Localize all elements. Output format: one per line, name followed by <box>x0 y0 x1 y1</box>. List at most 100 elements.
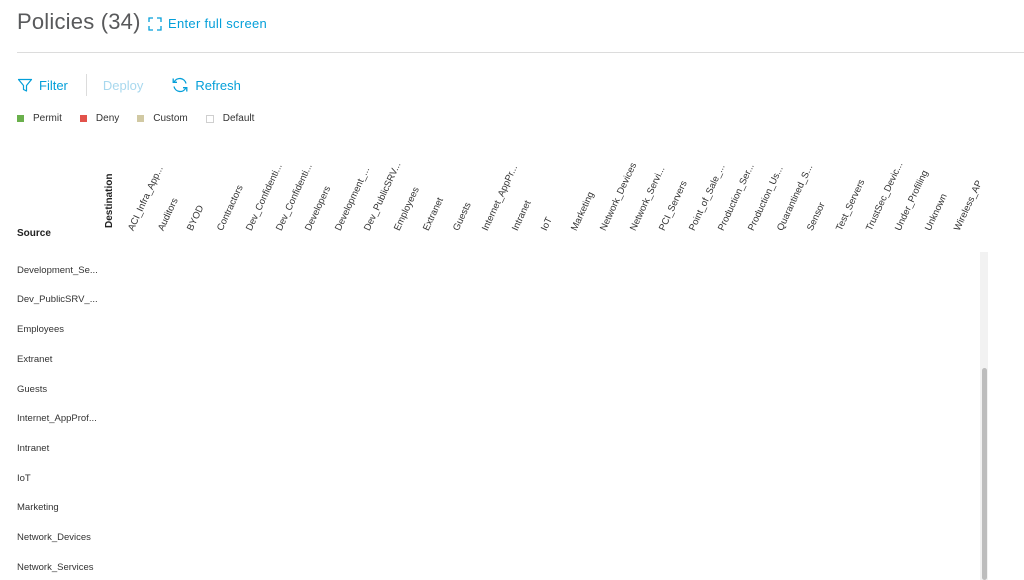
policy-cell[interactable] <box>823 465 849 490</box>
policy-cell[interactable] <box>882 227 908 252</box>
policy-cell[interactable] <box>469 257 495 282</box>
policy-cell[interactable] <box>381 554 407 579</box>
policy-cell[interactable] <box>322 405 348 430</box>
policy-cell[interactable] <box>853 346 879 371</box>
policy-cell[interactable] <box>469 435 495 460</box>
policy-cell[interactable] <box>617 346 643 371</box>
policy-cell[interactable] <box>646 405 672 430</box>
policy-cell[interactable] <box>794 435 820 460</box>
policy-cell[interactable] <box>558 465 584 490</box>
policy-cell[interactable] <box>528 494 554 519</box>
policy-cell[interactable] <box>263 554 289 579</box>
policy-cell[interactable] <box>912 346 938 371</box>
policy-cell[interactable] <box>381 257 407 282</box>
policy-cell[interactable] <box>292 316 318 341</box>
policy-cell[interactable] <box>410 524 436 549</box>
policy-cell[interactable] <box>233 286 259 311</box>
policy-cell[interactable] <box>528 316 554 341</box>
policy-cell[interactable] <box>705 524 731 549</box>
policy-cell[interactable] <box>292 376 318 401</box>
policy-cell[interactable] <box>823 316 849 341</box>
policy-cell[interactable] <box>853 494 879 519</box>
policy-cell[interactable] <box>263 316 289 341</box>
policy-cell[interactable] <box>174 465 200 490</box>
policy-cell[interactable] <box>853 554 879 579</box>
policy-cell[interactable] <box>440 316 466 341</box>
policy-cell[interactable] <box>705 346 731 371</box>
policy-cell[interactable] <box>646 227 672 252</box>
policy-cell[interactable] <box>145 494 171 519</box>
policy-cell[interactable] <box>941 316 967 341</box>
policy-cell[interactable] <box>528 465 554 490</box>
policy-cell[interactable] <box>322 465 348 490</box>
policy-cell[interactable] <box>853 405 879 430</box>
policy-cell[interactable] <box>469 465 495 490</box>
policy-cell[interactable] <box>204 346 230 371</box>
policy-cell[interactable] <box>410 465 436 490</box>
policy-cell[interactable] <box>882 257 908 282</box>
policy-cell[interactable] <box>528 286 554 311</box>
policy-cell[interactable] <box>705 257 731 282</box>
policy-cell[interactable] <box>499 376 525 401</box>
policy-cell[interactable] <box>617 257 643 282</box>
policy-cell[interactable] <box>528 405 554 430</box>
policy-cell[interactable] <box>410 494 436 519</box>
policy-cell[interactable] <box>351 376 377 401</box>
policy-cell[interactable] <box>794 286 820 311</box>
policy-cell[interactable] <box>174 316 200 341</box>
policy-cell[interactable] <box>410 257 436 282</box>
policy-cell[interactable] <box>263 494 289 519</box>
policy-cell[interactable] <box>823 227 849 252</box>
policy-cell[interactable] <box>292 435 318 460</box>
policy-cell[interactable] <box>145 286 171 311</box>
policy-cell[interactable] <box>764 405 790 430</box>
policy-cell[interactable] <box>292 227 318 252</box>
policy-cell[interactable] <box>115 316 141 341</box>
policy-cell[interactable] <box>292 257 318 282</box>
policy-cell[interactable] <box>853 316 879 341</box>
policy-cell[interactable] <box>794 524 820 549</box>
policy-cell[interactable] <box>440 524 466 549</box>
policy-cell[interactable] <box>587 316 613 341</box>
policy-cell[interactable] <box>115 227 141 252</box>
policy-cell[interactable] <box>705 227 731 252</box>
policy-cell[interactable] <box>381 346 407 371</box>
policy-cell[interactable] <box>823 435 849 460</box>
policy-cell[interactable] <box>469 346 495 371</box>
policy-cell[interactable] <box>912 376 938 401</box>
policy-cell[interactable] <box>941 524 967 549</box>
policy-cell[interactable] <box>145 346 171 371</box>
policy-cell[interactable] <box>233 316 259 341</box>
policy-cell[interactable] <box>558 257 584 282</box>
policy-cell[interactable] <box>646 286 672 311</box>
policy-cell[interactable] <box>204 257 230 282</box>
policy-cell[interactable] <box>263 286 289 311</box>
policy-cell[interactable] <box>499 286 525 311</box>
policy-cell[interactable] <box>263 465 289 490</box>
policy-cell[interactable] <box>410 346 436 371</box>
policy-cell[interactable] <box>617 316 643 341</box>
policy-cell[interactable] <box>292 465 318 490</box>
policy-cell[interactable] <box>617 494 643 519</box>
policy-cell[interactable] <box>853 435 879 460</box>
policy-cell[interactable] <box>499 465 525 490</box>
refresh-button[interactable]: Refresh <box>171 76 241 94</box>
policy-cell[interactable] <box>853 286 879 311</box>
policy-cell[interactable] <box>941 554 967 579</box>
policy-cell[interactable] <box>646 524 672 549</box>
policy-cell[interactable] <box>823 405 849 430</box>
policy-cell[interactable] <box>676 286 702 311</box>
policy-cell[interactable] <box>794 494 820 519</box>
policy-cell[interactable] <box>794 554 820 579</box>
policy-cell[interactable] <box>882 494 908 519</box>
policy-cell[interactable] <box>587 524 613 549</box>
policy-cell[interactable] <box>617 465 643 490</box>
policy-cell[interactable] <box>617 524 643 549</box>
policy-cell[interactable] <box>292 524 318 549</box>
policy-cell[interactable] <box>735 346 761 371</box>
policy-cell[interactable] <box>617 554 643 579</box>
policy-cell[interactable] <box>528 554 554 579</box>
policy-cell[interactable] <box>853 376 879 401</box>
policy-cell[interactable] <box>469 227 495 252</box>
policy-cell[interactable] <box>853 524 879 549</box>
